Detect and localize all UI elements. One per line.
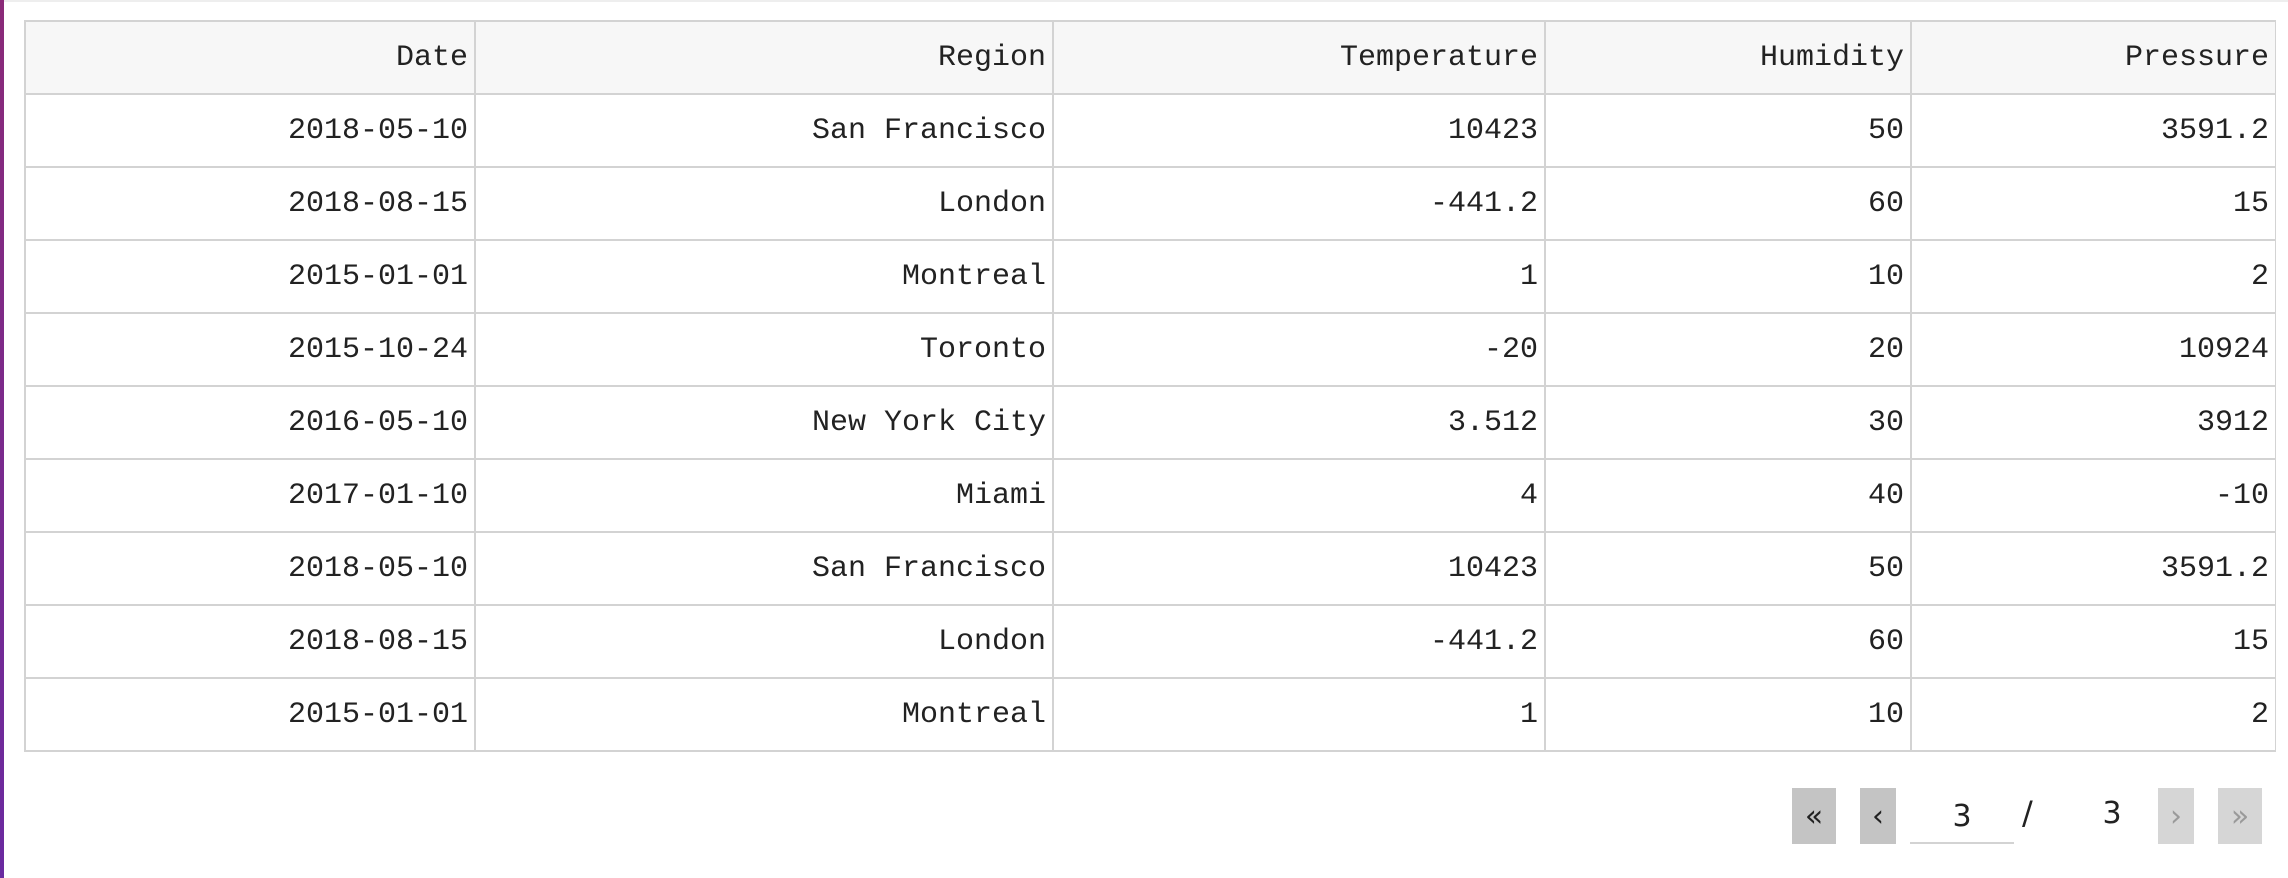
cell-region[interactable]: San Francisco <box>474 93 1054 168</box>
cell-date[interactable]: 2015-01-01 <box>24 239 476 314</box>
column-header-temperature[interactable]: Temperature <box>1052 20 1546 95</box>
cell-pressure[interactable]: 15 <box>1910 604 2276 679</box>
double-chevron-right-icon: » <box>2230 798 2250 834</box>
column-header-humidity[interactable]: Humidity <box>1544 20 1912 95</box>
top-divider <box>4 0 2288 2</box>
table-row: 2016-05-10 New York City 3.512 30 3912 <box>24 385 2276 460</box>
cell-region[interactable]: Montreal <box>474 239 1054 314</box>
cell-humidity[interactable]: 50 <box>1544 531 1912 606</box>
cell-humidity[interactable]: 10 <box>1544 239 1912 314</box>
double-chevron-left-icon: « <box>1804 798 1824 834</box>
cell-temperature[interactable]: 1 <box>1052 239 1546 314</box>
cell-pressure[interactable]: 2 <box>1910 239 2276 314</box>
cell-date[interactable]: 2017-01-10 <box>24 458 476 533</box>
chevron-left-icon: ‹ <box>1872 798 1884 834</box>
header-row: Date Region Temperature Humidity Pressur… <box>24 20 2276 95</box>
table-row: 2015-10-24 Toronto -20 20 10924 <box>24 312 2276 387</box>
table-body: 2018-05-10 San Francisco 10423 50 3591.2… <box>24 93 2276 752</box>
cell-pressure[interactable]: 2 <box>1910 677 2276 752</box>
table-header: Date Region Temperature Humidity Pressur… <box>24 20 2276 95</box>
cell-temperature[interactable]: 3.512 <box>1052 385 1546 460</box>
cell-pressure[interactable]: 3591.2 <box>1910 93 2276 168</box>
next-page-button[interactable]: › <box>2158 788 2194 844</box>
pagination-controls: « ‹ / 3 › » <box>1792 788 2272 844</box>
cell-pressure[interactable]: 3912 <box>1910 385 2276 460</box>
left-accent-bar <box>0 0 4 878</box>
cell-temperature[interactable]: 1 <box>1052 677 1546 752</box>
cell-humidity[interactable]: 20 <box>1544 312 1912 387</box>
cell-region[interactable]: Miami <box>474 458 1054 533</box>
cell-pressure[interactable]: 3591.2 <box>1910 531 2276 606</box>
cell-pressure[interactable]: -10 <box>1910 458 2276 533</box>
cell-pressure[interactable]: 15 <box>1910 166 2276 241</box>
table-row: 2015-01-01 Montreal 1 10 2 <box>24 677 2276 752</box>
cell-temperature[interactable]: -441.2 <box>1052 166 1546 241</box>
cell-humidity[interactable]: 60 <box>1544 604 1912 679</box>
cell-date[interactable]: 2015-10-24 <box>24 312 476 387</box>
column-header-date[interactable]: Date <box>24 20 476 95</box>
page-separator: / <box>2022 794 2033 832</box>
cell-humidity[interactable]: 10 <box>1544 677 1912 752</box>
cell-region[interactable]: San Francisco <box>474 531 1054 606</box>
cell-temperature[interactable]: -441.2 <box>1052 604 1546 679</box>
table-row: 2015-01-01 Montreal 1 10 2 <box>24 239 2276 314</box>
table-row: 2018-08-15 London -441.2 60 15 <box>24 604 2276 679</box>
cell-temperature[interactable]: 10423 <box>1052 531 1546 606</box>
total-pages: 3 <box>2102 796 2122 831</box>
cell-temperature[interactable]: 4 <box>1052 458 1546 533</box>
cell-region[interactable]: Montreal <box>474 677 1054 752</box>
table-row: 2017-01-10 Miami 4 40 -10 <box>24 458 2276 533</box>
cell-humidity[interactable]: 60 <box>1544 166 1912 241</box>
cell-date[interactable]: 2015-01-01 <box>24 677 476 752</box>
data-table-container: Date Region Temperature Humidity Pressur… <box>24 20 2276 771</box>
chevron-right-icon: › <box>2170 798 2182 834</box>
current-page-input[interactable] <box>1910 790 2014 844</box>
cell-humidity[interactable]: 40 <box>1544 458 1912 533</box>
last-page-button[interactable]: » <box>2218 788 2262 844</box>
cell-region[interactable]: Toronto <box>474 312 1054 387</box>
cell-date[interactable]: 2016-05-10 <box>24 385 476 460</box>
cell-region[interactable]: London <box>474 166 1054 241</box>
cell-humidity[interactable]: 50 <box>1544 93 1912 168</box>
cell-temperature[interactable]: -20 <box>1052 312 1546 387</box>
column-header-region[interactable]: Region <box>474 20 1054 95</box>
cell-pressure[interactable]: 10924 <box>1910 312 2276 387</box>
table-row: 2018-08-15 London -441.2 60 15 <box>24 166 2276 241</box>
column-header-pressure[interactable]: Pressure <box>1910 20 2276 95</box>
cell-date[interactable]: 2018-05-10 <box>24 93 476 168</box>
cell-date[interactable]: 2018-08-15 <box>24 166 476 241</box>
table-row: 2018-05-10 San Francisco 10423 50 3591.2 <box>24 93 2276 168</box>
previous-page-button[interactable]: ‹ <box>1860 788 1896 844</box>
cell-date[interactable]: 2018-08-15 <box>24 604 476 679</box>
cell-region[interactable]: New York City <box>474 385 1054 460</box>
cell-date[interactable]: 2018-05-10 <box>24 531 476 606</box>
table-row: 2018-05-10 San Francisco 10423 50 3591.2 <box>24 531 2276 606</box>
first-page-button[interactable]: « <box>1792 788 1836 844</box>
cell-temperature[interactable]: 10423 <box>1052 93 1546 168</box>
cell-humidity[interactable]: 30 <box>1544 385 1912 460</box>
cell-region[interactable]: London <box>474 604 1054 679</box>
data-table: Date Region Temperature Humidity Pressur… <box>24 20 2276 752</box>
